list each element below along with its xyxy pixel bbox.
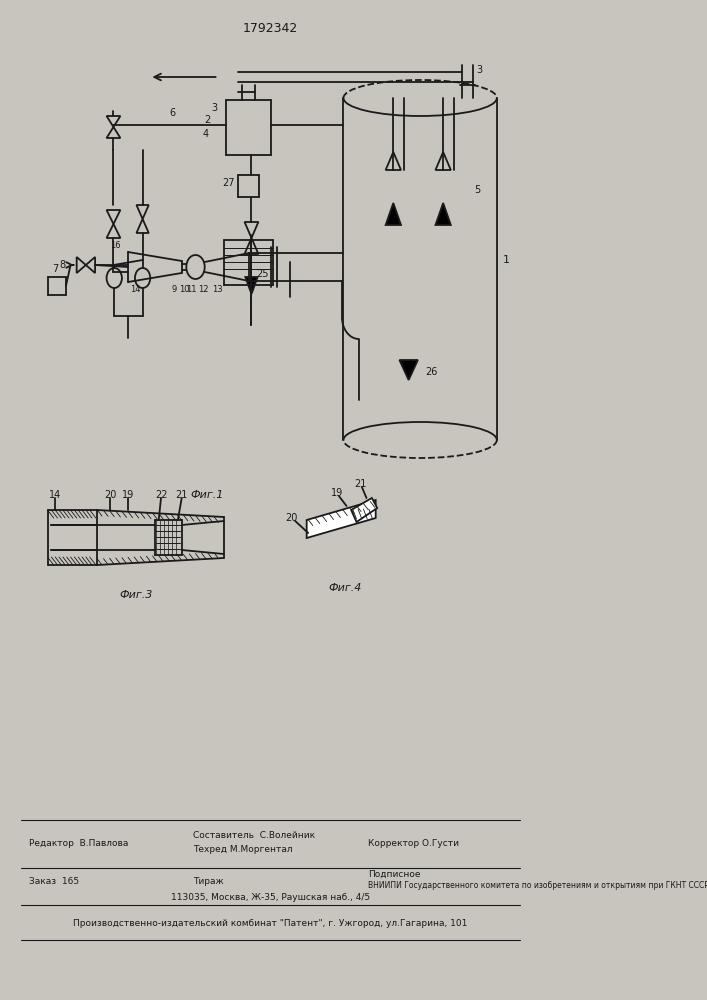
Text: 20: 20 — [104, 490, 117, 500]
Text: 7: 7 — [52, 264, 58, 274]
Text: 27: 27 — [222, 178, 235, 188]
Text: 25: 25 — [256, 269, 269, 279]
Polygon shape — [385, 203, 401, 225]
Polygon shape — [245, 277, 257, 294]
Text: 11: 11 — [187, 284, 197, 294]
Text: Фиг.3: Фиг.3 — [119, 590, 153, 600]
Text: 9: 9 — [171, 284, 177, 294]
Text: 20: 20 — [285, 513, 298, 523]
Text: 8: 8 — [60, 260, 66, 270]
Text: 4: 4 — [202, 129, 209, 139]
Polygon shape — [399, 360, 418, 380]
Text: 1: 1 — [503, 255, 510, 265]
Text: Редактор  В.Павлова: Редактор В.Павлова — [29, 840, 129, 848]
Text: 19: 19 — [331, 488, 344, 498]
Text: Составитель  С.Волейник: Составитель С.Волейник — [193, 832, 315, 840]
Text: 12: 12 — [198, 284, 209, 294]
Text: Фиг.4: Фиг.4 — [328, 583, 362, 593]
Text: 21: 21 — [354, 479, 366, 489]
Text: Техред М.Моргентал: Техред М.Моргентал — [193, 846, 293, 854]
Text: 2: 2 — [204, 115, 210, 125]
Text: Заказ  165: Заказ 165 — [29, 878, 79, 886]
Text: 13: 13 — [211, 284, 222, 294]
Text: Тираж: Тираж — [193, 878, 224, 886]
Text: 19: 19 — [122, 490, 134, 500]
Text: 16: 16 — [110, 240, 120, 249]
Text: 1792342: 1792342 — [243, 21, 298, 34]
Text: Корректор О.Густи: Корректор О.Густи — [368, 840, 459, 848]
Polygon shape — [436, 203, 451, 225]
Text: Подписное: Подписное — [368, 869, 421, 879]
Text: 22: 22 — [155, 490, 168, 500]
Text: 14: 14 — [49, 490, 62, 500]
Text: 21: 21 — [175, 490, 188, 500]
Text: 3: 3 — [211, 103, 218, 113]
Text: 113035, Москва, Ж-35, Раушская наб., 4/5: 113035, Москва, Ж-35, Раушская наб., 4/5 — [171, 894, 370, 902]
Text: 10: 10 — [180, 284, 190, 294]
Text: 6: 6 — [170, 108, 175, 118]
Polygon shape — [307, 500, 375, 538]
Text: 26: 26 — [426, 367, 438, 377]
Text: Фиг.1: Фиг.1 — [190, 490, 223, 500]
Polygon shape — [351, 498, 378, 522]
Text: Производственно-издательский комбинат "Патент", г. Ужгород, ул.Гагарина, 101: Производственно-издательский комбинат "П… — [74, 920, 468, 928]
Text: 14: 14 — [131, 284, 141, 294]
Text: ВНИИПИ Государственного комитета по изобретениям и открытиям при ГКНТ СССР: ВНИИПИ Государственного комитета по изоб… — [368, 882, 707, 890]
Text: 3: 3 — [476, 65, 482, 75]
Text: 5: 5 — [474, 185, 481, 195]
